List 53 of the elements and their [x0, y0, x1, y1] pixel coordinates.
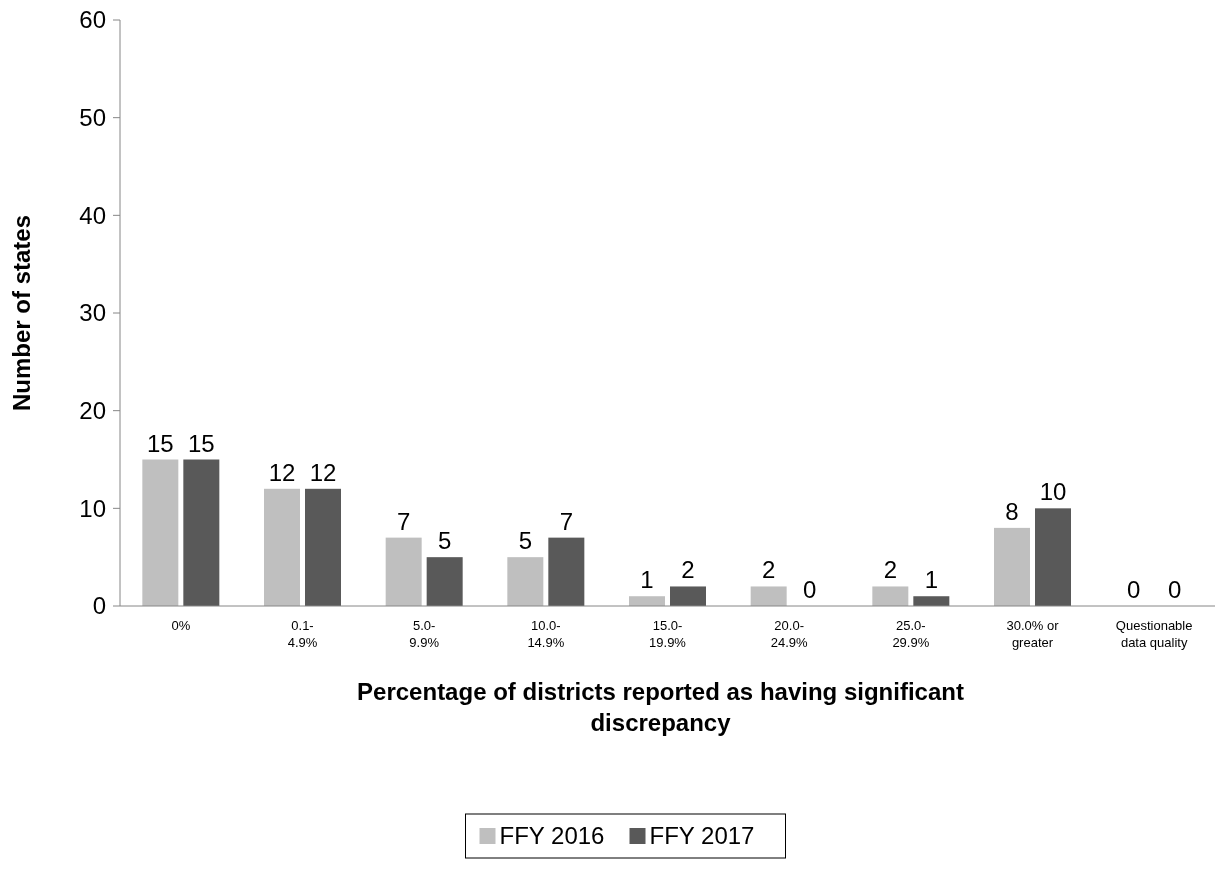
y-tick-label: 0 [92, 592, 106, 620]
x-tick-label: 5.0-9.9% [409, 618, 440, 650]
data-label: 5 [437, 527, 452, 555]
y-tick-label: 40 [79, 201, 106, 229]
bar [548, 537, 585, 606]
bar [629, 596, 665, 606]
data-label: 0 [1126, 576, 1141, 603]
y-tick-label: 10 [79, 494, 106, 522]
data-label: 0 [1167, 576, 1182, 603]
y-axis-title: Number of states [8, 214, 35, 412]
data-label: 15 [146, 429, 174, 457]
bar [507, 557, 544, 606]
y-tick-label: 30 [79, 299, 106, 327]
bar [750, 586, 787, 606]
y-tick-label: 50 [79, 104, 106, 132]
data-label: 8 [1005, 497, 1019, 525]
data-label: 1 [640, 566, 654, 594]
data-label: 0 [802, 576, 817, 603]
legend-label: FFY 2017 [649, 822, 755, 850]
y-tick-label: 60 [79, 6, 106, 34]
bar [142, 459, 179, 606]
x-tick-label: 15.0-19.9% [649, 618, 687, 650]
data-label: 12 [309, 458, 337, 486]
bar [183, 459, 220, 606]
data-label: 5 [518, 527, 533, 555]
data-label: 15 [187, 429, 215, 457]
x-tick-label: 0% [171, 618, 191, 633]
x-tick-label: 20.0-24.9% [770, 618, 809, 650]
bar [872, 586, 909, 606]
legend-label: FFY 2016 [499, 822, 605, 850]
x-tick-label: 10.0-14.9% [527, 618, 565, 650]
x-tick-label: 30.0% or greater [1006, 618, 1060, 650]
data-label: 2 [681, 556, 695, 584]
bar [913, 596, 950, 606]
data-label: 1 [924, 566, 939, 594]
data-label: 12 [268, 458, 296, 486]
data-label: 7 [396, 507, 411, 535]
x-tick-label: 0.1-4.9% [287, 618, 318, 650]
bar [1035, 508, 1071, 606]
data-label: 10 [1039, 478, 1067, 506]
y-tick-label: 20 [79, 397, 106, 425]
data-label: 2 [883, 556, 898, 584]
bar [305, 488, 341, 606]
bar [385, 537, 422, 606]
bar [994, 527, 1030, 606]
data-label: 7 [559, 507, 574, 535]
bar [426, 557, 463, 606]
bar [670, 586, 706, 606]
x-tick-label: Questionable data quality [1115, 618, 1193, 650]
data-label: 2 [761, 556, 776, 584]
x-tick-label: 25.0-29.9% [892, 618, 930, 650]
x-axis-title: Percentage of districts reported as having significant discrepancy [357, 678, 964, 736]
bar [264, 488, 300, 606]
